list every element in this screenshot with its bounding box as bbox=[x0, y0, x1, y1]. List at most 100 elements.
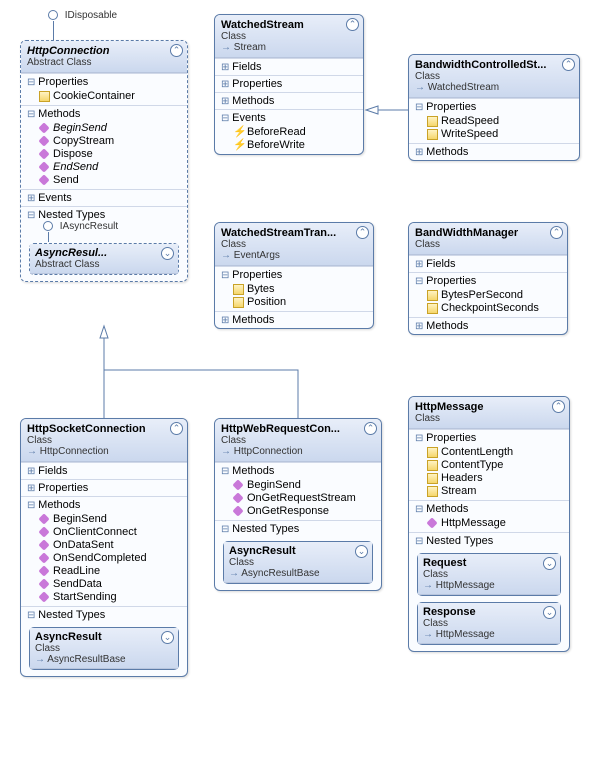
member-send[interactable]: Send bbox=[39, 174, 181, 187]
expand-icon[interactable]: ⌄ bbox=[355, 545, 368, 558]
member-bytespersecond[interactable]: BytesPerSecond bbox=[427, 289, 561, 302]
section-toggle[interactable]: Properties bbox=[21, 480, 187, 496]
section-toggle[interactable]: Properties bbox=[409, 99, 579, 115]
class-header[interactable]: HttpSocketConnection Class HttpConnectio… bbox=[21, 419, 187, 462]
section-fields: Fields bbox=[409, 255, 567, 272]
member-bytes[interactable]: Bytes bbox=[233, 283, 367, 296]
member-ongetresponse[interactable]: OnGetResponse bbox=[233, 505, 375, 518]
member-list: ContentLengthContentTypeHeadersStream bbox=[409, 446, 569, 500]
member-httpmessage[interactable]: HttpMessage bbox=[427, 517, 563, 530]
member-startsending[interactable]: StartSending bbox=[39, 591, 181, 604]
class-header[interactable]: HttpWebRequestCon... Class HttpConnectio… bbox=[215, 419, 381, 462]
member-beginsend[interactable]: BeginSend bbox=[39, 513, 181, 526]
member-stream[interactable]: Stream bbox=[427, 485, 563, 498]
section-toggle[interactable]: Events bbox=[21, 190, 187, 206]
class-watchedStreamTran[interactable]: WatchedStreamTran... Class EventArgs ⌃ P… bbox=[214, 222, 374, 329]
member-ongetrequeststream[interactable]: OnGetRequestStream bbox=[233, 492, 375, 505]
nested-class[interactable]: Request Class HttpMessage ⌄ bbox=[417, 553, 561, 596]
nested-class[interactable]: AsyncResul... Abstract Class ⌄ bbox=[29, 243, 179, 275]
member-copystream[interactable]: CopyStream bbox=[39, 135, 181, 148]
collapse-icon[interactable]: ⌃ bbox=[550, 226, 563, 239]
collapse-icon[interactable]: ⌃ bbox=[552, 400, 565, 413]
class-header[interactable]: BandwidthControlledSt... Class WatchedSt… bbox=[409, 55, 579, 98]
member-beginsend[interactable]: BeginSend bbox=[233, 479, 375, 492]
member-endsend[interactable]: EndSend bbox=[39, 161, 181, 174]
member-onclientconnect[interactable]: OnClientConnect bbox=[39, 526, 181, 539]
member-cookiecontainer[interactable]: CookieContainer bbox=[39, 90, 181, 103]
expand-icon[interactable]: ⌄ bbox=[161, 247, 174, 260]
class-inherit: WatchedStream bbox=[415, 82, 573, 93]
section-toggle[interactable]: Methods bbox=[215, 312, 373, 328]
collapse-icon[interactable]: ⌃ bbox=[356, 226, 369, 239]
collapse-icon[interactable]: ⌃ bbox=[170, 44, 183, 57]
class-name: WatchedStream bbox=[221, 19, 357, 31]
collapse-icon[interactable]: ⌃ bbox=[170, 422, 183, 435]
section-toggle[interactable]: Fields bbox=[21, 463, 187, 479]
expand-icon[interactable]: ⌄ bbox=[161, 631, 174, 644]
nested-class-inherit: AsyncResultBase bbox=[35, 654, 173, 665]
member-checkpointseconds[interactable]: CheckpointSeconds bbox=[427, 302, 561, 315]
expand-icon[interactable]: ⌄ bbox=[543, 606, 556, 619]
section-toggle[interactable]: Methods bbox=[215, 93, 363, 109]
section-toggle[interactable]: Properties bbox=[215, 267, 373, 283]
class-httpMessage[interactable]: HttpMessage Class ⌃ PropertiesContentLen… bbox=[408, 396, 570, 652]
class-header[interactable]: WatchedStreamTran... Class EventArgs ⌃ bbox=[215, 223, 373, 266]
member-readline[interactable]: ReadLine bbox=[39, 565, 181, 578]
section-toggle[interactable]: Properties bbox=[409, 273, 567, 289]
class-httpSocketConnection[interactable]: HttpSocketConnection Class HttpConnectio… bbox=[20, 418, 188, 677]
member-senddata[interactable]: SendData bbox=[39, 578, 181, 591]
collapse-icon[interactable]: ⌃ bbox=[562, 58, 575, 71]
class-header[interactable]: WatchedStream Class Stream ⌃ bbox=[215, 15, 363, 58]
class-header[interactable]: HttpConnection Abstract Class ⌃ bbox=[21, 41, 187, 73]
class-header[interactable]: BandWidthManager Class ⌃ bbox=[409, 223, 567, 255]
member-beforewrite[interactable]: ⚡BeforeWrite bbox=[233, 139, 357, 152]
section-toggle[interactable]: Properties bbox=[409, 430, 569, 446]
section-toggle[interactable]: Properties bbox=[215, 76, 363, 92]
member-readspeed[interactable]: ReadSpeed bbox=[427, 115, 573, 128]
section-toggle[interactable]: Events bbox=[215, 110, 363, 126]
class-httpConnection[interactable]: HttpConnection Abstract Class ⌃ Properti… bbox=[20, 40, 188, 282]
method-icon bbox=[39, 149, 50, 160]
nested-class[interactable]: AsyncResult Class AsyncResultBase ⌄ bbox=[29, 627, 179, 670]
section-toggle[interactable]: Properties bbox=[21, 74, 187, 90]
section-toggle[interactable]: Nested Types bbox=[21, 607, 187, 623]
member-ondatasent[interactable]: OnDataSent bbox=[39, 539, 181, 552]
class-header[interactable]: HttpMessage Class ⌃ bbox=[409, 397, 569, 429]
member-label: BeforeWrite bbox=[247, 139, 305, 151]
section-properties: PropertiesBytesPerSecondCheckpointSecond… bbox=[409, 272, 567, 317]
member-list: HttpMessage bbox=[409, 517, 569, 532]
section-methods: Methods bbox=[409, 143, 579, 160]
class-watchedStream[interactable]: WatchedStream Class Stream ⌃ Fields Prop… bbox=[214, 14, 364, 155]
member-writespeed[interactable]: WriteSpeed bbox=[427, 128, 573, 141]
section-toggle[interactable]: Methods bbox=[21, 497, 187, 513]
member-onsendcompleted[interactable]: OnSendCompleted bbox=[39, 552, 181, 565]
section-toggle[interactable]: Nested Types bbox=[215, 521, 381, 537]
section-toggle[interactable]: Methods bbox=[409, 501, 569, 517]
section-methods: MethodsBeginSendCopyStreamDisposeEndSend… bbox=[21, 105, 187, 189]
section-toggle[interactable]: Methods bbox=[409, 318, 567, 334]
class-kind: Abstract Class bbox=[27, 57, 181, 68]
member-position[interactable]: Position bbox=[233, 296, 367, 309]
section-toggle[interactable]: Fields bbox=[215, 59, 363, 75]
section-toggle[interactable]: Methods bbox=[409, 144, 579, 160]
nested-class[interactable]: Response Class HttpMessage ⌄ bbox=[417, 602, 561, 645]
class-httpWebRequestCon[interactable]: HttpWebRequestCon... Class HttpConnectio… bbox=[214, 418, 382, 591]
section-toggle[interactable]: Fields bbox=[409, 256, 567, 272]
member-beginsend[interactable]: BeginSend bbox=[39, 122, 181, 135]
collapse-icon[interactable]: ⌃ bbox=[364, 422, 377, 435]
collapse-icon[interactable]: ⌃ bbox=[346, 18, 359, 31]
nested-class[interactable]: AsyncResult Class AsyncResultBase ⌄ bbox=[223, 541, 373, 584]
member-contenttype[interactable]: ContentType bbox=[427, 459, 563, 472]
class-bandwidthManager[interactable]: BandWidthManager Class ⌃ Fields Properti… bbox=[408, 222, 568, 335]
method-icon bbox=[39, 592, 50, 603]
member-contentlength[interactable]: ContentLength bbox=[427, 446, 563, 459]
member-dispose[interactable]: Dispose bbox=[39, 148, 181, 161]
section-toggle[interactable]: Nested Types bbox=[409, 533, 569, 549]
member-headers[interactable]: Headers bbox=[427, 472, 563, 485]
expand-icon[interactable]: ⌄ bbox=[543, 557, 556, 570]
member-beforeread[interactable]: ⚡BeforeRead bbox=[233, 126, 357, 139]
method-icon bbox=[39, 136, 50, 147]
section-toggle[interactable]: Methods bbox=[21, 106, 187, 122]
class-bandwidthControlled[interactable]: BandwidthControlledSt... Class WatchedSt… bbox=[408, 54, 580, 161]
section-toggle[interactable]: Methods bbox=[215, 463, 381, 479]
